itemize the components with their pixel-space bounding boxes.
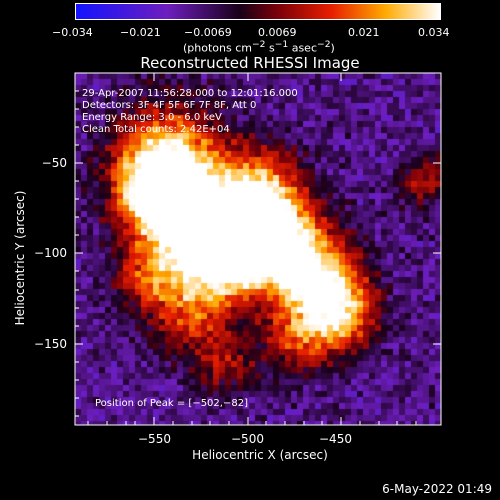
y-tick-label: −150 bbox=[34, 337, 67, 351]
colorbar-tick: −0.034 bbox=[52, 26, 93, 39]
clean-counts-label: Clean Total counts: 2.42E+04 bbox=[82, 124, 230, 135]
colorbar-tick: −0.021 bbox=[120, 26, 161, 39]
peak-position-label: Position of Peak = [−502,−82] bbox=[95, 398, 248, 409]
plot-title: Reconstructed RHESSI Image bbox=[140, 54, 360, 72]
x-tick-label: −550 bbox=[138, 432, 171, 446]
x-tick-label: −450 bbox=[319, 432, 352, 446]
x-tick-label: −500 bbox=[231, 432, 264, 446]
time-range-label: 29-Apr-2007 11:56:28.000 to 12:01:16.000 bbox=[82, 88, 298, 99]
y-tick-label: −50 bbox=[41, 156, 67, 170]
timestamp: 6-May-2022 01:49 bbox=[382, 482, 492, 496]
colorbar bbox=[75, 3, 441, 20]
detectors-label: Detectors: 3F 4F 5F 6F 7F 8F, Att 0 bbox=[82, 100, 257, 111]
x-axis-label: Heliocentric X (arcsec) bbox=[192, 448, 328, 462]
y-tick-label: −100 bbox=[34, 246, 67, 260]
colorbar-unit-label: (photons cm−2 s−1 asec−2) bbox=[183, 39, 335, 55]
colorbar-tick: 0.034 bbox=[418, 26, 450, 39]
energy-range-label: Energy Range: 3.0 - 6.0 keV bbox=[82, 112, 222, 123]
colorbar-tick: 0.021 bbox=[348, 26, 380, 39]
colorbar-tick: −0.0069 bbox=[184, 26, 232, 39]
rhessi-image-plot bbox=[75, 73, 441, 425]
colorbar-tick: 0.0069 bbox=[258, 26, 297, 39]
y-axis-label: Heliocentric Y (arcsec) bbox=[13, 190, 27, 326]
